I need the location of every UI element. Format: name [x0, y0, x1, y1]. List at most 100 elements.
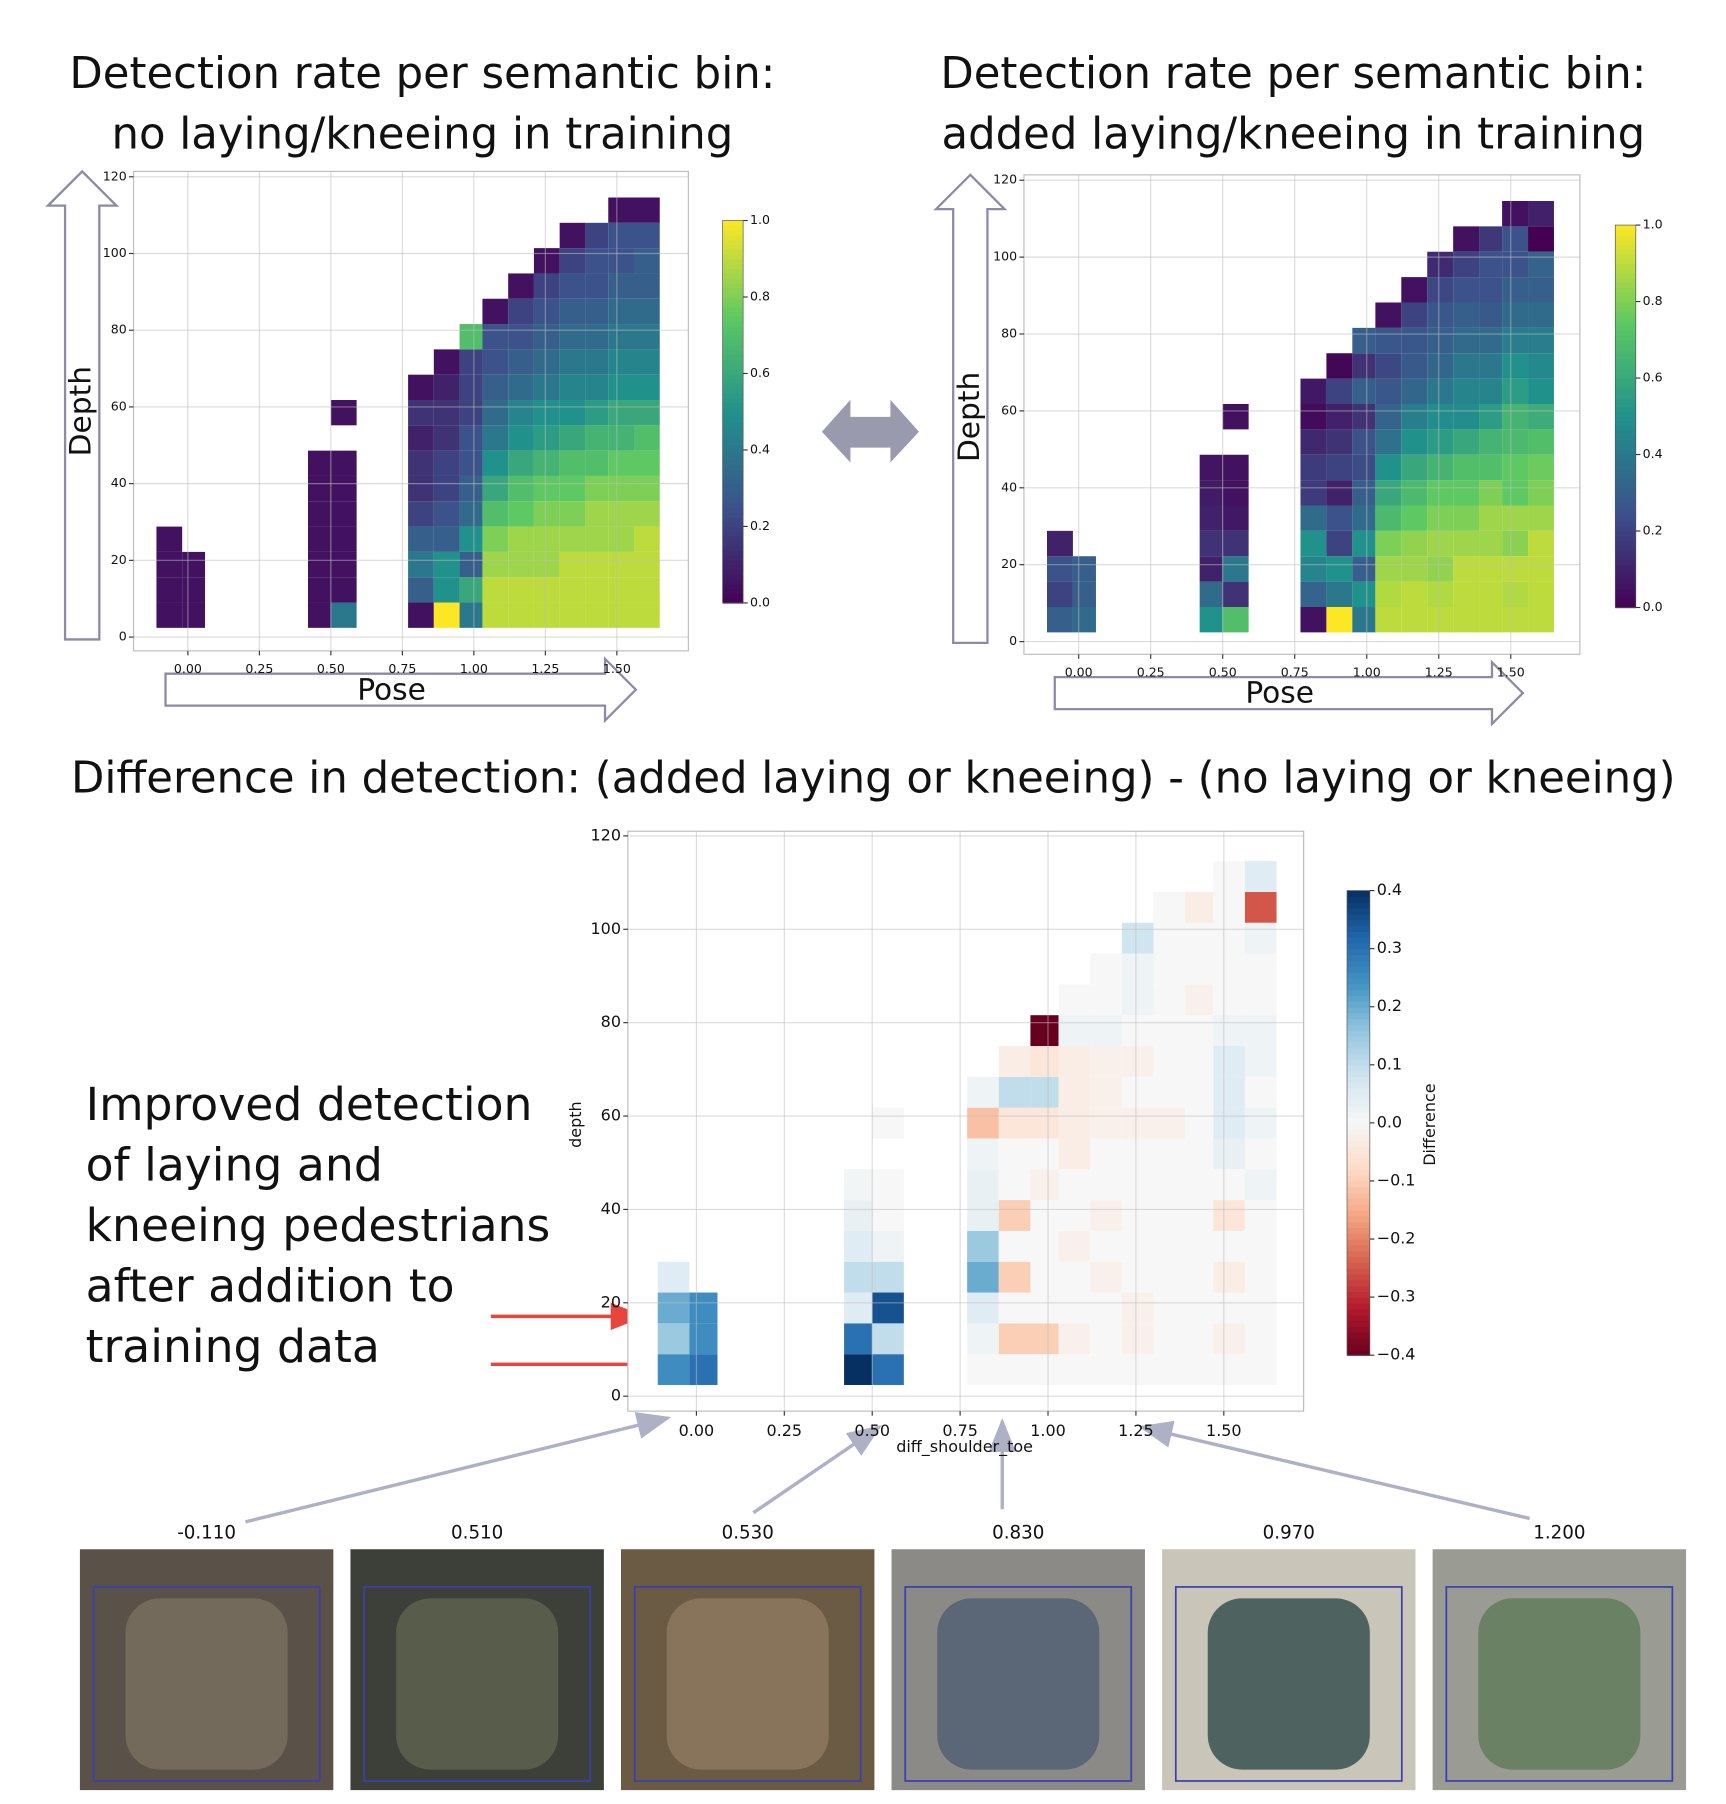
heatmap-cell — [1502, 505, 1528, 530]
heatmap-cell — [331, 451, 357, 476]
colorbar-segment — [723, 536, 744, 541]
example-figure — [1208, 1598, 1370, 1769]
heatmap-cell — [1213, 1138, 1245, 1169]
x-tick-label: 0.00 — [1065, 665, 1093, 680]
y-tick-label: 20 — [601, 1292, 621, 1311]
heatmap-cell — [460, 425, 483, 450]
colorbar-segment — [1347, 966, 1370, 972]
heatmap-cell — [1479, 277, 1502, 302]
colorbar-segment — [723, 479, 744, 484]
colorbar-segment — [1615, 574, 1636, 579]
heatmap-cell — [1528, 226, 1554, 251]
colorbar-segment — [1347, 1024, 1370, 1030]
heatmap-cell — [1030, 1046, 1058, 1077]
colorbar-segment — [1615, 421, 1636, 426]
x-tick-label: 0.25 — [1137, 665, 1165, 680]
heatmap-cell — [1401, 429, 1427, 454]
heatmap-cell — [1427, 505, 1453, 530]
heatmap-cell — [1427, 582, 1453, 607]
x-tick-label: 1.00 — [1030, 1421, 1066, 1440]
heatmap-cell — [658, 1293, 690, 1324]
colorbar-segment — [723, 560, 744, 565]
heatmap-cell — [1352, 531, 1375, 556]
example-label: 0.970 — [1263, 1522, 1315, 1543]
colorbar-tick-label: 0.0 — [1377, 1112, 1402, 1131]
annotation-line: kneeing pedestrians — [86, 1199, 551, 1252]
colorbar-segment — [1347, 937, 1370, 943]
heatmap-cell — [1213, 923, 1245, 954]
colorbar-tick-label: −0.3 — [1377, 1287, 1416, 1306]
annotation-line: training data — [86, 1320, 380, 1373]
heatmap-cell — [1528, 531, 1554, 556]
heatmap-cell — [1245, 1354, 1277, 1385]
x-tick-label: 0.25 — [245, 661, 273, 676]
heatmap-cell — [689, 1293, 717, 1324]
colorbar-segment — [723, 302, 744, 307]
colorbar-tick-label: 0.8 — [750, 288, 770, 303]
y-tick-label: 40 — [111, 475, 127, 490]
heatmap-cell — [585, 299, 608, 324]
heatmap-cell — [1090, 1169, 1122, 1200]
colorbar-segment — [1347, 902, 1370, 908]
x-tick-label: 1.50 — [1497, 665, 1525, 680]
example-figure — [937, 1598, 1099, 1769]
colorbar-segment — [723, 326, 744, 331]
heatmap-cell — [1375, 505, 1401, 530]
colorbar-segment — [1347, 989, 1370, 995]
heatmap-cell — [1185, 1169, 1213, 1200]
heatmap-cell — [634, 425, 660, 450]
heatmap-cell — [1200, 505, 1223, 530]
heatmap-cell — [460, 476, 483, 501]
heatmap-cell — [1453, 328, 1479, 353]
example-label: -0.110 — [177, 1522, 236, 1543]
colorbar-segment — [723, 311, 744, 316]
heatmap-cell — [608, 451, 634, 476]
colorbar-segment — [723, 512, 744, 517]
colorbar-segment — [1347, 914, 1370, 920]
heatmap-cell — [1427, 252, 1453, 277]
heatmap-cell — [1528, 607, 1554, 632]
heatmap-cell — [1401, 582, 1427, 607]
heatmap-cell — [634, 273, 660, 298]
heatmap-cell — [1122, 1200, 1154, 1231]
heatmap-cell — [1122, 1354, 1154, 1385]
heatmap-cell — [999, 1169, 1031, 1200]
heatmap-cell — [1479, 505, 1502, 530]
heatmap-cell — [608, 223, 634, 248]
heatmap-cell — [1479, 328, 1502, 353]
heatmap-cell — [1401, 607, 1427, 632]
heatmap-cell — [1059, 1293, 1091, 1324]
compare-arrow — [822, 400, 919, 463]
colorbar-segment — [1347, 984, 1370, 990]
heatmap-cell — [1185, 1354, 1213, 1385]
colorbar-segment — [1615, 526, 1636, 531]
heatmap-cell — [1479, 252, 1502, 277]
colorbar-segment — [1615, 392, 1636, 397]
colorbar-segment — [723, 264, 744, 269]
heatmap-cell — [608, 248, 634, 273]
heatmap-cell — [560, 299, 586, 324]
heatmap-cell — [1528, 277, 1554, 302]
colorbar-segment — [723, 273, 744, 278]
heatmap-cell — [608, 375, 634, 400]
colorbar-segment — [1615, 435, 1636, 440]
heatmap-cell — [872, 1200, 904, 1231]
heatmap-cell — [1528, 379, 1554, 404]
colorbar-segment — [1615, 249, 1636, 254]
heatmap-cell — [560, 400, 586, 425]
colorbar-segment — [1347, 1326, 1370, 1332]
y-tick-label: 60 — [1001, 402, 1017, 417]
heatmap-cell — [182, 577, 205, 602]
heatmap-cell — [1122, 1323, 1154, 1354]
colorbar-segment — [723, 565, 744, 570]
heatmap-cell — [1427, 480, 1453, 505]
heatmap-cell — [1213, 1231, 1245, 1262]
example-arrow — [1142, 1427, 1530, 1518]
heatmap-cell — [1047, 582, 1073, 607]
colorbar-segment — [1347, 1047, 1370, 1053]
heatmap-cell — [658, 1262, 690, 1293]
colorbar-segment — [1347, 1297, 1370, 1303]
heatmap-cell — [1300, 404, 1326, 429]
heatmap-cell — [1153, 1354, 1185, 1385]
heatmap-cell — [1200, 582, 1223, 607]
